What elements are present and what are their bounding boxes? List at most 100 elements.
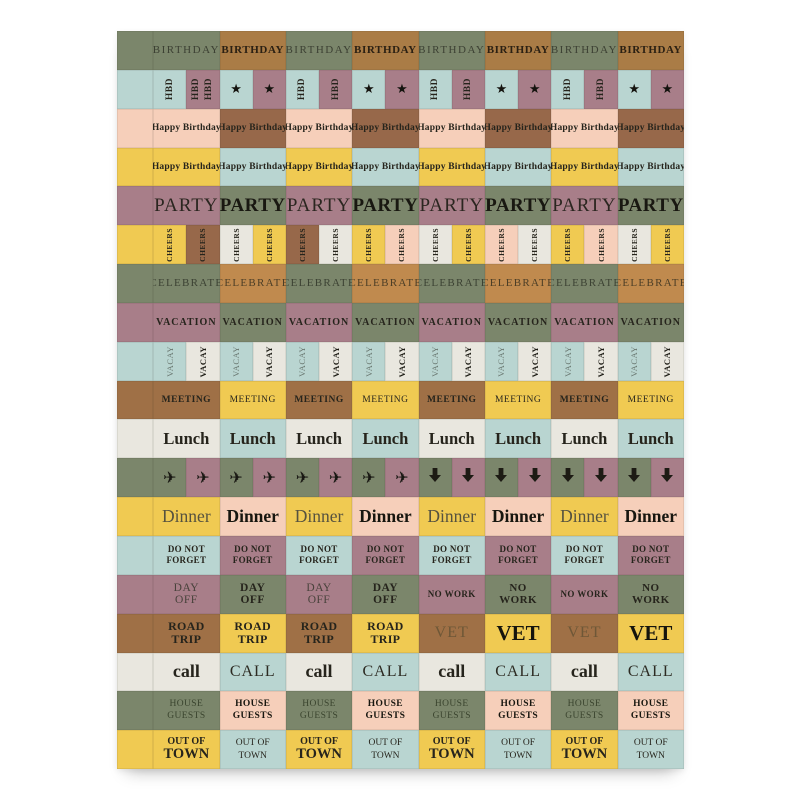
row-call: call CALL call CALL call CALL call CALL xyxy=(117,652,684,692)
party-sticker: PARTY xyxy=(219,186,286,226)
call-sticker: call xyxy=(285,652,353,692)
call-sticker: CALL xyxy=(219,652,286,692)
sticker-label: Lunch xyxy=(362,428,409,448)
travel-icons-sticker xyxy=(518,458,552,498)
sticker-label: MEETING xyxy=(494,395,542,406)
birthday-edge-blank xyxy=(117,31,154,70)
vacay-sticker: VACAY xyxy=(285,341,320,381)
road-trip-vet-sticker: ROAD TRIP xyxy=(352,613,419,653)
out-of-town-edge-blank xyxy=(117,730,154,770)
travel-icons-sticker xyxy=(551,458,585,498)
sticker-label-line: HOUSE xyxy=(434,698,469,709)
hbd-sticker: HBD xyxy=(285,69,320,109)
sticker-label: PARTY xyxy=(485,194,552,216)
birthday-sticker: BIRTHDAY xyxy=(285,31,353,70)
sticker-label: Dinner xyxy=(624,506,678,527)
sticker-label: VET xyxy=(567,624,602,642)
lunch-edge-blank xyxy=(117,419,154,459)
travel-icons-sticker xyxy=(484,458,519,498)
birthday-sticker: BIRTHDAY xyxy=(352,31,419,70)
vacay-sticker: VACAY xyxy=(385,341,419,381)
sticker-label: DO NOT FORGET xyxy=(233,544,273,567)
row-happy-birthday-peach: Happy Birthday Happy Birthday Happy Birthd… xyxy=(117,108,684,148)
sticker-label: VACAY xyxy=(529,345,540,377)
happy-birthday-peach-sticker: Happy Birthday xyxy=(617,108,684,148)
sticker-label-line: FORGET xyxy=(365,555,406,566)
birthday-sticker: BIRTHDAY xyxy=(153,31,220,70)
sticker-label: NO WORK xyxy=(632,582,670,607)
sticker-label: CELEBRATE xyxy=(551,277,618,290)
dinner-edge-blank xyxy=(117,497,154,536)
sticker-label-line: TOWN xyxy=(296,746,342,763)
house-guests-sticker: HOUSE GUESTS xyxy=(153,691,220,731)
row-out-of-town: OUT OF TOWN OUT OF TOWN OUT OF TOWN OUT OF TOWN… xyxy=(117,730,684,770)
dinner-sticker: Dinner xyxy=(418,497,485,536)
sticker-label: DO NOT FORGET xyxy=(498,544,538,567)
house-guests-sticker: HOUSE GUESTS xyxy=(219,691,286,731)
sticker-label: VET xyxy=(496,620,540,645)
sticker-label: VACAY xyxy=(662,345,673,377)
sticker-label: CHEERS xyxy=(563,227,573,262)
sticker-label: CELEBRATE xyxy=(485,277,552,290)
day-off-no-work-sticker: DAY OFF xyxy=(219,574,286,614)
sticker-label: call xyxy=(570,661,598,682)
party-sticker: PARTY xyxy=(484,186,552,226)
call-sticker: CALL xyxy=(617,652,684,692)
sticker-label: CALL xyxy=(495,662,541,680)
sticker-label: Dinner xyxy=(294,506,344,527)
road-trip-vet-sticker: VET xyxy=(484,613,552,653)
down-arrow-icon xyxy=(661,468,674,487)
party-sticker: PARTY xyxy=(418,186,485,226)
sticker-label: PARTY xyxy=(219,194,286,216)
dinner-sticker: Dinner xyxy=(219,497,286,536)
travel-icons-sticker: ✈ xyxy=(153,458,187,498)
airplane-icon: ✈ xyxy=(262,467,276,487)
sticker-label-line: NO xyxy=(642,581,660,594)
sticker-label-line: DO NOT xyxy=(433,543,471,554)
sticker-label: HBD xyxy=(463,78,474,101)
sticker-label: VACAY xyxy=(363,345,374,377)
travel-icons-sticker: ✈ xyxy=(219,458,253,498)
sticker-label: Happy Birthday xyxy=(484,161,552,172)
star-icon: ★ xyxy=(396,81,408,97)
sticker-label: CHEERS xyxy=(165,227,175,262)
sticker-label-line: TOWN xyxy=(636,750,665,761)
sticker-label: OUT OF TOWN xyxy=(296,736,342,763)
sticker-label: CHEERS xyxy=(463,227,473,262)
happy-birthday-peach-sticker: Happy Birthday xyxy=(352,108,419,148)
sticker-label-line: OFF xyxy=(373,594,398,607)
call-sticker: call xyxy=(153,652,220,692)
sticker-label-line: HOUSE xyxy=(567,698,602,709)
row-dinner: Dinner Dinner Dinner Dinner Dinner Dinner Dinn… xyxy=(117,497,684,536)
sticker-label: VACATION xyxy=(355,316,416,328)
sticker-label: HBD xyxy=(596,78,606,101)
lunch-sticker: Lunch xyxy=(484,419,552,459)
travel-icons-sticker: ✈ xyxy=(186,458,220,498)
sticker-label-line: GUESTS xyxy=(232,710,273,721)
sticker-label: Lunch xyxy=(229,428,276,448)
sticker-label-line: HOUSE xyxy=(169,698,204,709)
down-arrow-icon xyxy=(628,468,641,487)
out-of-town-sticker: OUT OF TOWN xyxy=(418,730,485,770)
out-of-town-sticker: OUT OF TOWN xyxy=(617,730,684,770)
vacation-sticker: VACATION xyxy=(219,302,286,342)
sticker-label-line: OUT OF xyxy=(368,738,403,749)
airplane-icon: ✈ xyxy=(196,467,210,487)
party-sticker: PARTY xyxy=(285,186,353,226)
sticker-label: DAY OFF xyxy=(174,582,199,607)
airplane-icon: ✈ xyxy=(163,467,177,487)
sticker-label: HBD xyxy=(297,78,308,101)
vacay-sticker: VACAY xyxy=(451,341,485,381)
sticker-label: VET xyxy=(434,624,469,642)
hbd-sticker: ★ xyxy=(484,69,519,109)
sticker-label: VACAY xyxy=(297,345,308,377)
sticker-label: VACATION xyxy=(222,316,283,328)
cheers-sticker: CHEERS xyxy=(617,225,651,265)
row-birthday: BIRTHDAY BIRTHDAY BIRTHDAY BIRTHDAY BIRTHDAY… xyxy=(117,31,684,70)
sticker-label: MEETING xyxy=(559,395,610,406)
hbd-edge-blank xyxy=(117,69,154,109)
do-not-forget-sticker: DO NOT FORGET xyxy=(617,535,684,575)
birthday-sticker: BIRTHDAY xyxy=(551,31,618,70)
happy-birthday-peach-sticker: Happy Birthday xyxy=(153,108,220,148)
do-not-forget-sticker: DO NOT FORGET xyxy=(285,535,353,575)
